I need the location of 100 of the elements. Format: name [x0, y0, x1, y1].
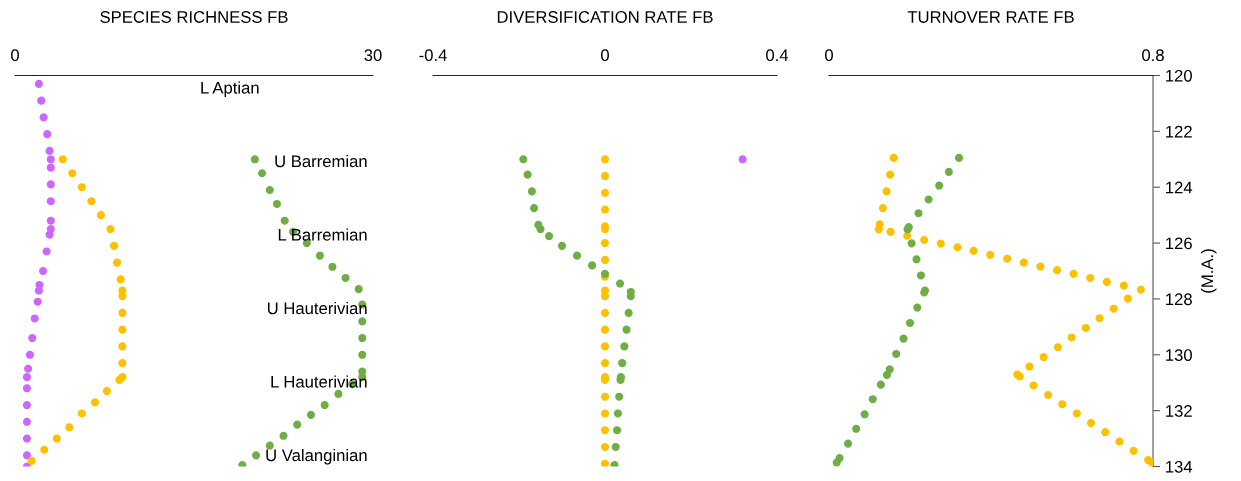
point: [102, 387, 111, 396]
y-tick-label: 122: [1166, 125, 1192, 138]
point: [77, 183, 86, 192]
x-tick-label: 0.8: [1142, 49, 1164, 62]
point: [557, 241, 567, 250]
point: [600, 409, 610, 418]
point: [118, 292, 127, 301]
point: [889, 153, 898, 162]
point: [118, 342, 127, 351]
annotation: L Aptian: [201, 81, 259, 97]
point: [913, 303, 922, 312]
point: [46, 197, 55, 206]
point: [618, 359, 627, 368]
point: [878, 204, 887, 213]
point: [600, 342, 610, 351]
point: [65, 423, 74, 432]
point: [620, 342, 629, 351]
point: [328, 262, 337, 271]
point: [22, 373, 31, 382]
point: [272, 199, 281, 209]
point: [40, 445, 49, 454]
point: [519, 155, 528, 164]
point: [935, 181, 944, 190]
y-tick-label: 130: [1166, 349, 1192, 361]
y-tick-label: 124: [1166, 181, 1193, 194]
point: [30, 314, 39, 323]
point: [860, 410, 869, 419]
point: [600, 239, 610, 248]
point: [868, 395, 877, 404]
point: [1115, 437, 1124, 446]
point: [600, 459, 610, 467]
point: [1119, 281, 1128, 290]
point: [615, 392, 624, 401]
point: [886, 227, 895, 236]
point: [986, 250, 995, 259]
point: [1095, 314, 1104, 323]
point: [45, 146, 54, 155]
point: [912, 255, 921, 264]
point: [34, 286, 43, 295]
point: [58, 155, 67, 164]
y-axis-title: (M.A.): [1200, 249, 1217, 293]
point: [1019, 258, 1028, 267]
point: [110, 241, 119, 250]
point: [914, 209, 923, 218]
point: [600, 155, 610, 164]
point: [106, 225, 115, 234]
point: [905, 318, 915, 327]
point: [68, 169, 77, 178]
point: [953, 243, 962, 252]
point: [52, 434, 61, 443]
y-tick-label: 126: [1166, 237, 1192, 250]
point: [1039, 352, 1048, 362]
point: [1086, 418, 1096, 427]
point: [882, 187, 891, 196]
point: [96, 211, 105, 220]
point: [358, 333, 367, 343]
point: [600, 426, 610, 435]
point: [39, 113, 48, 122]
point: [852, 424, 861, 433]
point: [882, 370, 891, 379]
point: [1086, 273, 1095, 283]
point: [257, 169, 267, 178]
point: [46, 216, 55, 225]
point: [738, 155, 747, 164]
chart-title: DIVERSIFICATION RATE FB: [497, 11, 713, 23]
point: [600, 188, 610, 197]
point: [38, 266, 48, 276]
point: [315, 251, 324, 260]
point: [600, 255, 610, 264]
point: [77, 409, 86, 418]
point: [527, 187, 536, 196]
point: [25, 350, 34, 359]
point: [22, 434, 31, 443]
point: [626, 292, 635, 301]
point: [265, 441, 274, 450]
point: [118, 359, 127, 368]
point: [320, 401, 329, 410]
point: [280, 216, 289, 225]
point: [545, 232, 554, 241]
point: [354, 285, 363, 294]
point: [924, 195, 933, 204]
point: [1069, 269, 1078, 278]
x-tick-label: 0.4: [766, 49, 789, 62]
point: [1052, 266, 1062, 275]
point: [46, 163, 55, 172]
point: [1058, 400, 1067, 409]
point: [920, 235, 929, 245]
y-tick-label: 134: [1166, 460, 1193, 473]
point: [616, 279, 625, 288]
annotation: L Barremian: [278, 228, 367, 241]
point: [886, 170, 895, 179]
point: [1003, 254, 1012, 263]
point: [358, 350, 367, 359]
point: [265, 185, 274, 195]
point: [588, 261, 597, 270]
point: [37, 96, 46, 105]
point: [874, 225, 883, 234]
point: [1081, 323, 1090, 333]
point: [903, 231, 912, 240]
y-tick-label: 120: [1166, 69, 1192, 82]
